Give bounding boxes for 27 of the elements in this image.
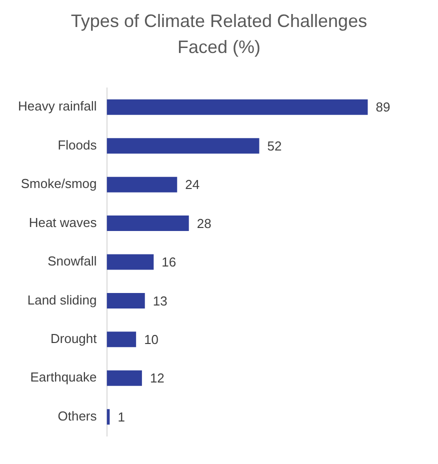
data-label: 24 (185, 177, 200, 192)
chart-title: Types of Climate Related Challenges Faced (%) (70, 10, 368, 59)
data-label: 16 (162, 254, 176, 270)
bar (106, 138, 260, 154)
bar (106, 216, 189, 232)
y-tick-label: Drought (50, 331, 98, 346)
data-label: 1 (118, 409, 125, 424)
y-tick-label: Floods (58, 137, 98, 152)
y-tick-label: Heat waves (28, 214, 98, 230)
data-label: 28 (196, 216, 212, 231)
y-tick-label: Others (58, 408, 98, 424)
data-label: 89 (376, 100, 390, 115)
data-label: 10 (144, 332, 159, 347)
bar (106, 292, 145, 308)
data-label: 12 (150, 370, 164, 386)
data-label: 13 (152, 293, 168, 308)
y-tick-label: Earthquake (30, 370, 97, 385)
y-tick-label: Heavy rainfall (18, 98, 97, 114)
y-tick-label: Snowfall (48, 254, 97, 269)
bar (106, 332, 136, 348)
bar (106, 370, 142, 386)
y-tick-label: Land sliding (27, 292, 97, 308)
bar (106, 176, 178, 192)
y-tick-label: Smoke/smog (20, 176, 97, 192)
bar (106, 254, 154, 270)
bar (106, 99, 368, 115)
data-label: 52 (267, 138, 282, 154)
